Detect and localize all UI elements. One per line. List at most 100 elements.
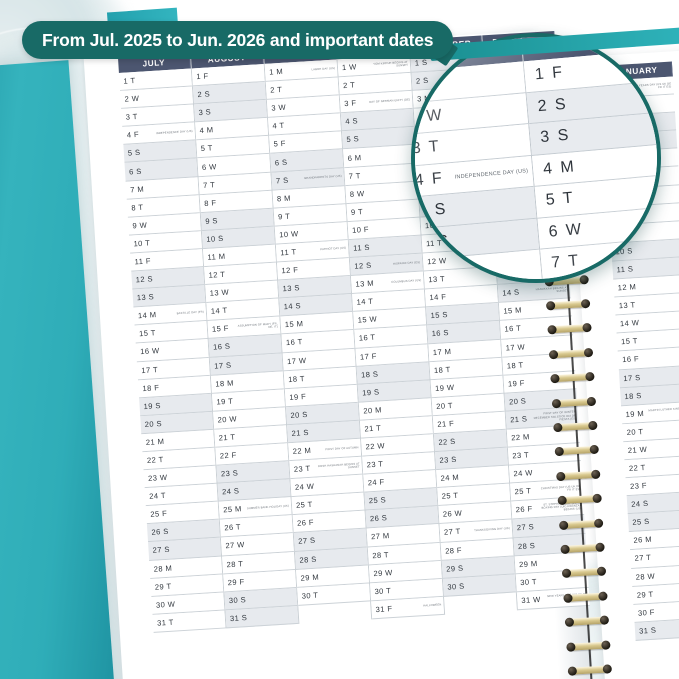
day-number: 21 M [145, 436, 165, 447]
day-number: 10 F [351, 224, 370, 235]
holiday-label: INDEPENDENCE DAY (US) [155, 129, 193, 135]
day-number: 23 T [512, 450, 530, 461]
day-number: 15 T [620, 336, 639, 347]
day-number: 29 T [636, 589, 654, 600]
magnified-day-number: 5 T [545, 189, 576, 210]
day-number: 25 T [441, 491, 459, 502]
day-number: 30 T [301, 590, 319, 601]
day-number: 21 T [218, 432, 236, 443]
magnified-day-number: 3 T [415, 138, 442, 158]
day-number: 9 T [277, 211, 291, 222]
day-number: 25 S [632, 517, 650, 528]
day-number: 24 S [630, 499, 649, 510]
day-number: 21 F [437, 418, 455, 429]
day-number: 21 T [364, 423, 382, 434]
day-number: 19 F [289, 391, 307, 402]
spiral-coil [558, 518, 604, 532]
day-number: 27 S [516, 522, 535, 533]
day-number: 14 F [429, 292, 447, 303]
magnified-day-number: 2 S [536, 95, 569, 115]
day-number: 2 W [124, 93, 140, 104]
day-number: 20 S [144, 418, 163, 429]
day-number: 3 T [125, 112, 138, 122]
day-number: 20 S [508, 396, 527, 407]
day-number: 8 T [131, 202, 144, 213]
day-number: 28 T [226, 558, 244, 569]
day-number: 23 T [366, 459, 384, 470]
day-number: 27 T [634, 553, 652, 564]
day-number: 6 M [347, 152, 362, 163]
day-number: 8 M [276, 193, 292, 204]
day-number: 23 F [629, 481, 648, 492]
day-number: 29 S [445, 563, 464, 574]
day-number: 25 T [295, 500, 313, 511]
day-number: 16 S [212, 342, 231, 353]
day-number: 19 S [143, 400, 162, 411]
day-number: 14 S [502, 287, 520, 298]
day-row[interactable]: 31 S [634, 618, 679, 641]
day-number: 31 S [638, 625, 657, 636]
day-number: 10 S [206, 233, 224, 244]
holiday-label: BASTILLE DAY (FR) [176, 310, 204, 315]
day-number: 7 S [275, 175, 289, 186]
day-number: 10 T [133, 238, 151, 249]
day-number: 4 T [272, 121, 285, 131]
day-number: 16 T [358, 333, 376, 344]
day-number: 17 W [286, 355, 307, 366]
day-number: 11 M [207, 251, 226, 262]
day-number: 31 F [375, 603, 393, 614]
day-number: 11 F [134, 256, 152, 267]
day-number: 24 S [221, 486, 240, 497]
day-number: 20 T [435, 400, 454, 411]
day-number: 3 F [343, 98, 357, 109]
day-number: 3 S [198, 107, 212, 118]
day-number: 18 T [287, 373, 306, 384]
day-number: 24 W [513, 468, 534, 479]
day-number: 5 S [346, 134, 360, 145]
day-number: 2 T [342, 80, 356, 91]
magnified-day-number: 4 F [415, 169, 445, 189]
spiral-coil [554, 445, 600, 459]
day-number: 2 T [270, 85, 283, 95]
day-number: 25 M [222, 504, 242, 515]
spiral-coil [560, 542, 605, 557]
magnified-day-number: 7 T [550, 252, 581, 272]
day-number: 9 W [132, 220, 148, 231]
spiral-coil [553, 420, 598, 435]
holiday-label: ROSH HASHANAH BEGINS AT SUNSET [317, 462, 360, 470]
day-number: 26 M [633, 535, 653, 546]
day-row-empty [298, 601, 371, 623]
day-number: 22 T [628, 462, 646, 473]
day-number: 27 S [298, 536, 316, 547]
day-number: 30 S [447, 581, 465, 592]
day-number: 14 S [283, 301, 302, 312]
day-number: 27 M [370, 531, 390, 542]
magnified-day-number: 6 W [547, 220, 584, 241]
day-number: 24 W [294, 481, 315, 493]
day-number: 7 M [129, 184, 145, 195]
spiral-coil [567, 664, 613, 678]
holiday-label: THANKSGIVING DAY (US) [474, 526, 510, 533]
day-number: 4 F [126, 130, 140, 140]
magnified-day-number: 6 S [419, 232, 451, 252]
day-number: 30 S [228, 594, 247, 605]
day-number: 26 W [442, 508, 463, 520]
day-number: 21 S [509, 414, 528, 425]
day-number: 26 T [224, 522, 242, 533]
magnified-holiday-label: INDEPENDENCE DAY (US) [454, 167, 529, 181]
day-number: 31 W [521, 594, 541, 605]
day-number: 28 F [444, 545, 463, 556]
day-number: 14 T [210, 305, 228, 316]
day-number: 13 T [618, 300, 636, 311]
day-number: 31 T [156, 617, 174, 628]
day-number: 25 F [150, 509, 168, 520]
day-number: 1 T [123, 76, 136, 86]
day-number: 8 W [349, 188, 365, 199]
day-number: 12 M [617, 282, 637, 293]
headline-banner[interactable]: From Jul. 2025 to Jun. 2026 and importan… [22, 21, 454, 59]
day-number: 20 M [363, 405, 383, 416]
day-number: 12 T [208, 269, 226, 280]
day-number: 27 S [152, 545, 171, 556]
day-number: 22 F [219, 450, 237, 461]
